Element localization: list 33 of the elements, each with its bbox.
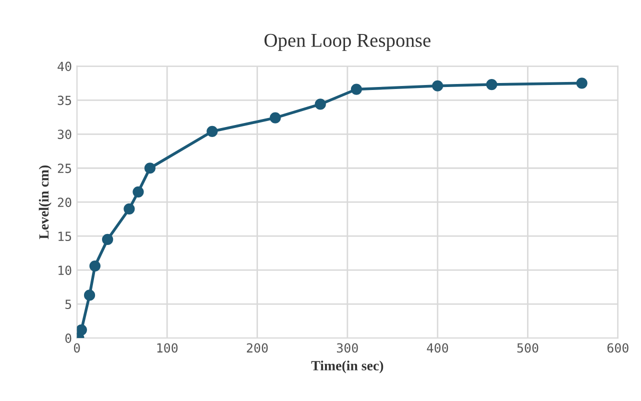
x-axis-title: Time(in sec): [311, 360, 384, 374]
y-tick-label: 30: [58, 130, 72, 140]
point: [89, 260, 101, 272]
y-tick-label: 20: [58, 198, 72, 208]
point: [432, 80, 444, 92]
y-tick-label: 15: [58, 232, 72, 242]
x-tick-label: 400: [426, 343, 448, 353]
point: [270, 112, 281, 124]
y-axis-title: Level(in cm): [38, 165, 52, 240]
x-tick-label: 200: [246, 343, 268, 353]
point: [486, 78, 498, 90]
y-tick-label: 0: [65, 334, 72, 344]
point: [102, 234, 114, 246]
y-tick-label: 10: [58, 266, 72, 276]
point: [76, 324, 87, 336]
x-tick-label: 100: [157, 343, 178, 353]
y-tick-label: 25: [58, 164, 72, 174]
x-tick-label: 300: [336, 343, 358, 353]
y-tick-label: 5: [65, 300, 72, 310]
point: [206, 126, 218, 137]
x-tick-label: 600: [607, 343, 628, 353]
point: [132, 186, 144, 198]
point: [84, 290, 96, 301]
chart-title: Open Loop Response: [264, 34, 430, 51]
y-tick-label: 35: [58, 96, 72, 106]
point: [124, 203, 135, 214]
point: [576, 78, 588, 89]
x-tick-label: 0: [74, 343, 80, 353]
x-tick-label: 500: [517, 343, 538, 353]
y-tick-label: 40: [58, 62, 72, 72]
point: [314, 98, 326, 110]
point: [350, 84, 362, 95]
point: [144, 162, 156, 174]
